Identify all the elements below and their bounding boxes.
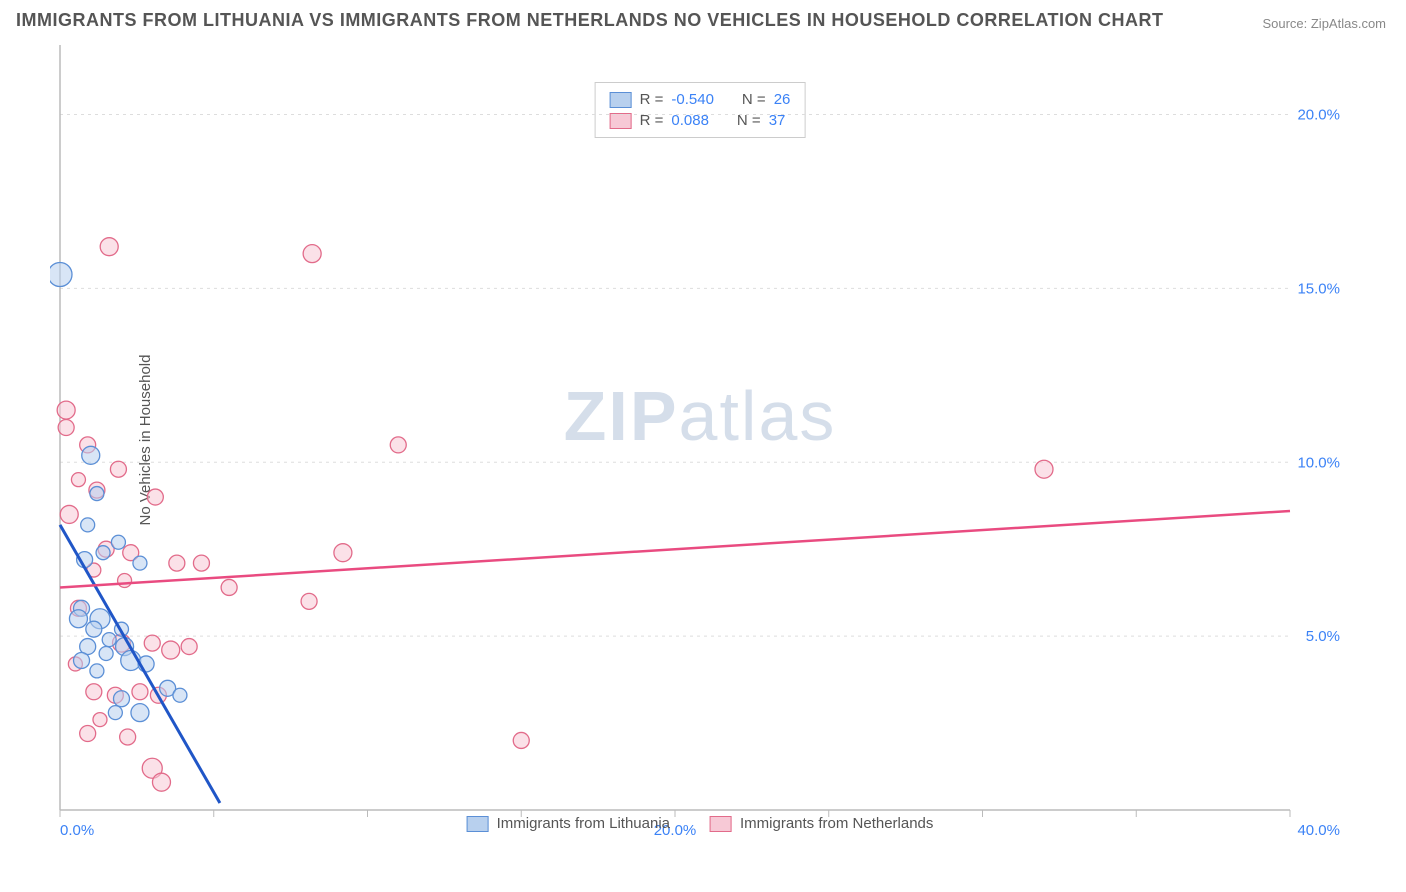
data-point	[1035, 460, 1053, 478]
data-point	[102, 633, 116, 647]
data-point	[60, 505, 78, 523]
source-attribution: Source: ZipAtlas.com	[1262, 16, 1386, 31]
chart-title: IMMIGRANTS FROM LITHUANIA VS IMMIGRANTS …	[16, 10, 1163, 31]
data-point	[132, 684, 148, 700]
data-point	[221, 579, 237, 595]
data-point	[96, 546, 110, 560]
data-point	[86, 621, 102, 637]
legend-label-netherlands: Immigrants from Netherlands	[740, 815, 933, 832]
data-point	[152, 773, 170, 791]
data-point	[334, 544, 352, 562]
data-point	[81, 518, 95, 532]
data-point	[50, 263, 72, 287]
data-point	[162, 641, 180, 659]
data-point	[193, 555, 209, 571]
legend-item-netherlands: Immigrants from Netherlands	[710, 815, 933, 832]
x-tick-label: 0.0%	[60, 822, 94, 839]
legend-swatch-netherlands	[710, 816, 732, 832]
y-tick-label: 20.0%	[1297, 107, 1340, 124]
data-point	[390, 437, 406, 453]
data-point	[100, 238, 118, 256]
data-point	[301, 593, 317, 609]
y-tick-label: 10.0%	[1297, 454, 1340, 471]
data-point	[114, 691, 130, 707]
data-point	[57, 401, 75, 419]
legend-label-lithuania: Immigrants from Lithuania	[497, 815, 670, 832]
data-point	[80, 726, 96, 742]
x-tick-label: 40.0%	[1297, 822, 1340, 839]
data-point	[513, 732, 529, 748]
data-point	[82, 446, 100, 464]
data-point	[99, 647, 113, 661]
data-point	[110, 461, 126, 477]
regression-line	[60, 511, 1290, 587]
data-point	[144, 635, 160, 651]
data-point	[111, 535, 125, 549]
data-point	[108, 706, 122, 720]
legend-swatch-lithuania	[467, 816, 489, 832]
data-point	[93, 713, 107, 727]
data-point	[90, 487, 104, 501]
data-point	[147, 489, 163, 505]
data-point	[118, 574, 132, 588]
legend-item-lithuania: Immigrants from Lithuania	[467, 815, 670, 832]
data-point	[169, 555, 185, 571]
data-point	[303, 245, 321, 263]
data-point	[120, 729, 136, 745]
y-tick-label: 15.0%	[1297, 280, 1340, 297]
data-point	[71, 473, 85, 487]
data-point	[131, 704, 149, 722]
chart-container: No Vehicles in Household ZIPatlas R = -0…	[50, 40, 1350, 840]
data-point	[58, 420, 74, 436]
data-point	[173, 688, 187, 702]
series-legend: Immigrants from Lithuania Immigrants fro…	[467, 815, 934, 832]
data-point	[133, 556, 147, 570]
data-point	[74, 652, 90, 668]
scatter-plot: 5.0%10.0%15.0%20.0%0.0%20.0%40.0%	[50, 40, 1350, 840]
y-tick-label: 5.0%	[1306, 628, 1340, 645]
data-point	[86, 684, 102, 700]
data-point	[69, 610, 87, 628]
data-point	[90, 664, 104, 678]
data-point	[181, 639, 197, 655]
